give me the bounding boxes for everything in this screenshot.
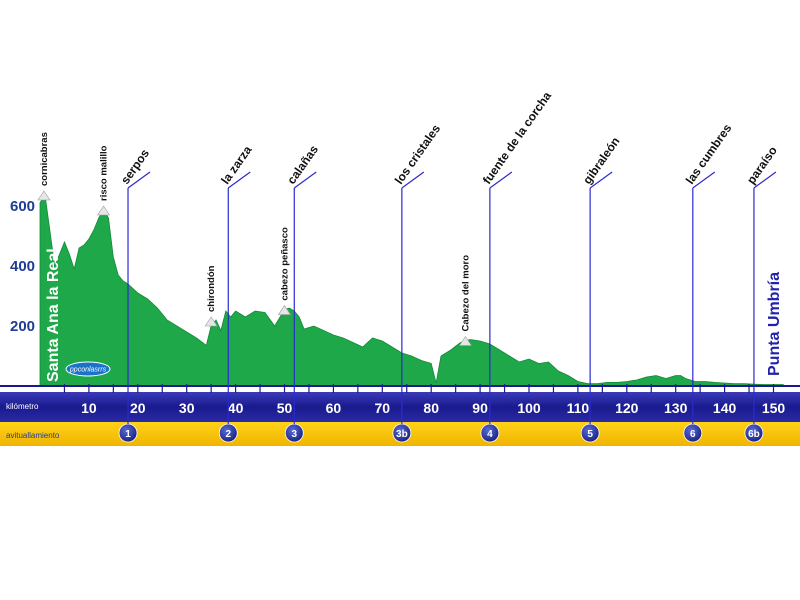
x-tick-label: 40 xyxy=(228,400,244,416)
waypoint-label-underline xyxy=(589,171,613,189)
waypoint-label: la zarza xyxy=(218,143,255,187)
x-tick-label: 30 xyxy=(179,400,195,416)
y-tick-label: 600 xyxy=(10,198,35,215)
peak-marker xyxy=(37,190,51,201)
y-tick-label: 200 xyxy=(10,318,35,335)
stop-badge-label: 3 xyxy=(291,429,297,440)
waypoint-label-underline xyxy=(401,171,425,189)
end-location-label: Punta Umbría xyxy=(766,272,783,376)
waypoint-label: fuente de la corcha xyxy=(480,89,554,187)
peak-marker xyxy=(458,335,472,346)
x-tick-label: 140 xyxy=(713,400,737,416)
x-tick-label: 120 xyxy=(615,400,639,416)
x-tick-label: 20 xyxy=(130,400,146,416)
x-tick-label: 150 xyxy=(762,400,786,416)
x-tick-label: 60 xyxy=(326,400,342,416)
peak-label: Cabezo del moro xyxy=(460,255,471,332)
chart-bands: kilómetro 10 20 30 40 50 60 70 80 90 100 110 120 130 1… xyxy=(0,384,800,446)
x-tick-label: 80 xyxy=(423,400,439,416)
stop-badge-label: 2 xyxy=(225,429,231,440)
chart-plot-area xyxy=(37,190,784,387)
stop-badge-label: 6 xyxy=(690,429,696,440)
km-band-label: kilómetro xyxy=(6,402,39,411)
waypoint-label: paraíso xyxy=(744,144,780,187)
x-tick-label: 50 xyxy=(277,400,293,416)
peak-marker xyxy=(204,316,218,327)
x-tick-label: 90 xyxy=(472,400,488,416)
elevation-area xyxy=(39,192,784,387)
x-tick-label: 110 xyxy=(567,400,590,416)
waypoint-layer xyxy=(127,171,777,424)
waypoint-label-underline xyxy=(489,171,513,189)
x-tick-label: 130 xyxy=(664,400,688,416)
stop-badge-label: 4 xyxy=(487,429,493,440)
chart-grid: 200 400 600 xyxy=(10,198,35,335)
stop-badge-label: 5 xyxy=(587,429,593,440)
stop-badge-label: 1 xyxy=(125,429,131,440)
peak-label: cabezo peñasco xyxy=(280,227,291,301)
waypoint-label-underline xyxy=(692,171,716,189)
x-tick-label: 70 xyxy=(375,400,391,416)
peak-label: chirondón xyxy=(206,265,217,312)
waypoint-label: serpos xyxy=(118,146,152,187)
waypoint-label-underline xyxy=(293,171,317,189)
start-location-label: Santa Ana la Real xyxy=(45,248,62,382)
peak-marker xyxy=(277,305,292,315)
x-tick-label: 100 xyxy=(517,400,541,416)
logo-badge xyxy=(65,361,111,377)
waypoint-label-underline xyxy=(753,171,777,189)
logo-text: ppconlasrrs xyxy=(69,367,107,374)
stop-badge-label: 3b xyxy=(396,429,408,440)
stop-badge-label: 6b xyxy=(748,429,760,440)
waypoint-label: calañas xyxy=(284,142,321,186)
stops-band-label: avituallamiento xyxy=(6,431,60,440)
y-tick-label: 400 xyxy=(10,258,35,275)
peak-label: risco malillo xyxy=(99,145,110,201)
waypoint-label: gibraleón xyxy=(580,134,622,186)
km-band xyxy=(0,392,800,422)
peak-label: cornicabras xyxy=(39,132,50,186)
x-tick-label: 10 xyxy=(81,400,97,416)
waypoint-label-underline xyxy=(127,171,151,189)
waypoint-label-underline xyxy=(227,171,251,189)
peak-marker xyxy=(97,205,111,216)
